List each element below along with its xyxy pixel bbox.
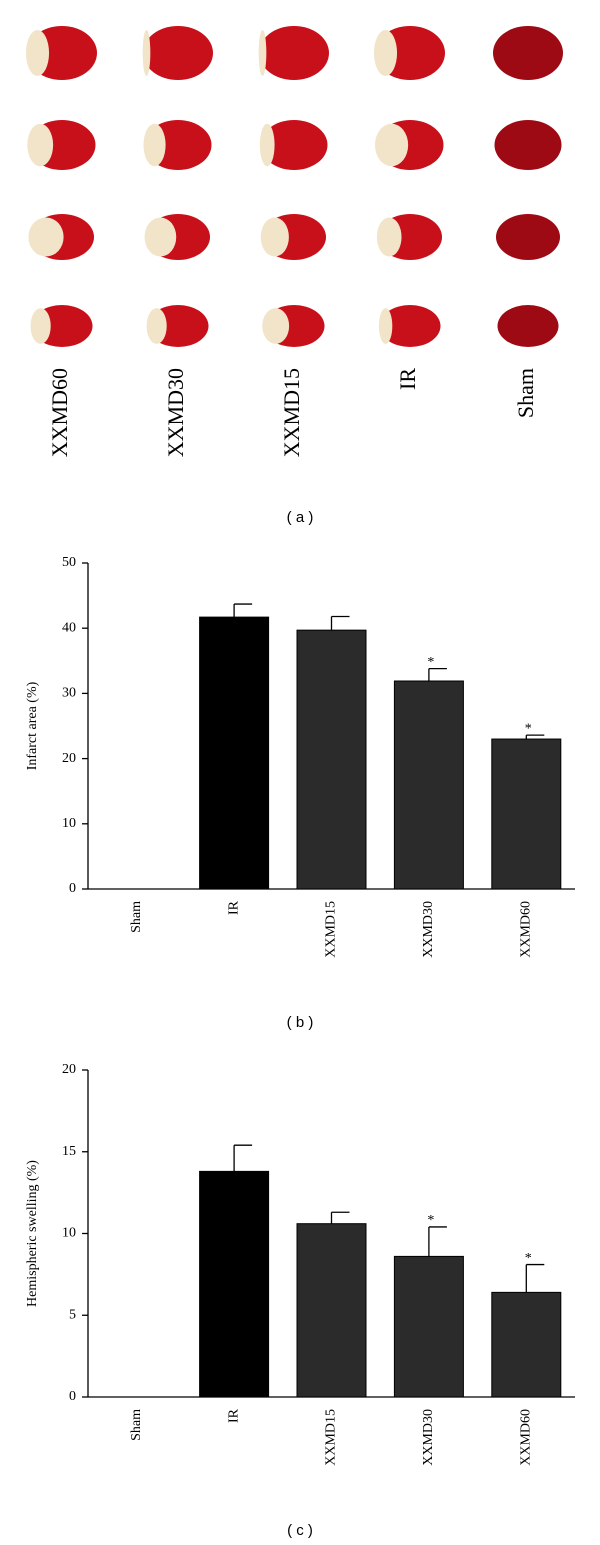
bar [199,616,270,890]
bar [491,738,562,890]
infarct-region [144,217,177,257]
bar [296,629,367,890]
y-tick-label: 10 [62,816,76,831]
group-label: Sham [513,368,538,418]
y-tick-label: 40 [62,620,76,635]
infarct-region [260,217,289,257]
chart-caption: ( b ) [287,1014,314,1031]
y-axis-label: Infarct area (%) [25,681,40,770]
bar [296,1223,367,1398]
brain-slice [259,26,329,80]
infarct-region [373,30,398,76]
significance-marker: * [525,1251,532,1266]
chart-caption: ( c ) [287,1522,313,1539]
infarct-region [30,308,51,344]
y-tick-label: 30 [62,686,76,701]
group-label: XXMD60 [47,368,72,457]
brain-slice [143,26,213,80]
infarct-region [378,308,393,344]
y-tick-label: 50 [62,555,76,570]
group-label: IR [395,368,420,390]
x-tick-label: XXMD15 [324,901,339,958]
y-tick-label: 0 [69,1389,76,1404]
y-tick-label: 0 [69,881,76,896]
bar [393,680,464,890]
infarct-region [259,123,275,167]
group-label: XXMD30 [163,368,188,457]
x-tick-label: Sham [129,1409,144,1441]
panel-caption: ( a ) [287,509,314,526]
brain-slice [494,120,562,170]
x-tick-label: XXMD30 [421,1409,436,1466]
y-tick-label: 20 [62,751,76,766]
x-tick-label: XXMD60 [519,1409,534,1466]
bar [491,1291,562,1398]
significance-marker: * [525,721,532,736]
x-tick-label: XXMD15 [324,1409,339,1466]
y-tick-label: 20 [62,1062,76,1077]
infarct-region [374,123,409,167]
infarct-region [143,123,166,167]
group-label: XXMD15 [279,368,304,457]
brain-slice [260,120,328,170]
y-axis-label: Hemispheric swelling (%) [25,1160,40,1307]
bar [199,1170,270,1398]
significance-marker: * [427,655,434,670]
infarct-region [262,308,290,344]
x-tick-label: IR [226,1408,241,1423]
infarct-region [28,217,64,257]
infarct-region [25,30,50,76]
x-tick-label: Sham [129,901,144,933]
y-tick-label: 15 [62,1144,76,1159]
infarct-region [146,308,167,344]
y-tick-label: 10 [62,1226,76,1241]
brain-slice [496,214,560,260]
brain-slice [497,305,559,347]
x-tick-label: IR [226,900,241,915]
x-tick-label: XXMD60 [519,901,534,958]
infarct-region [376,217,402,257]
infarct-region [142,30,151,76]
infarct-region [258,30,267,76]
x-tick-label: XXMD30 [421,901,436,958]
y-tick-label: 5 [69,1307,76,1322]
significance-marker: * [427,1213,434,1228]
infarct-region [27,123,54,167]
brain-slice [379,305,441,347]
bar [393,1255,464,1398]
brain-slice [493,26,563,80]
